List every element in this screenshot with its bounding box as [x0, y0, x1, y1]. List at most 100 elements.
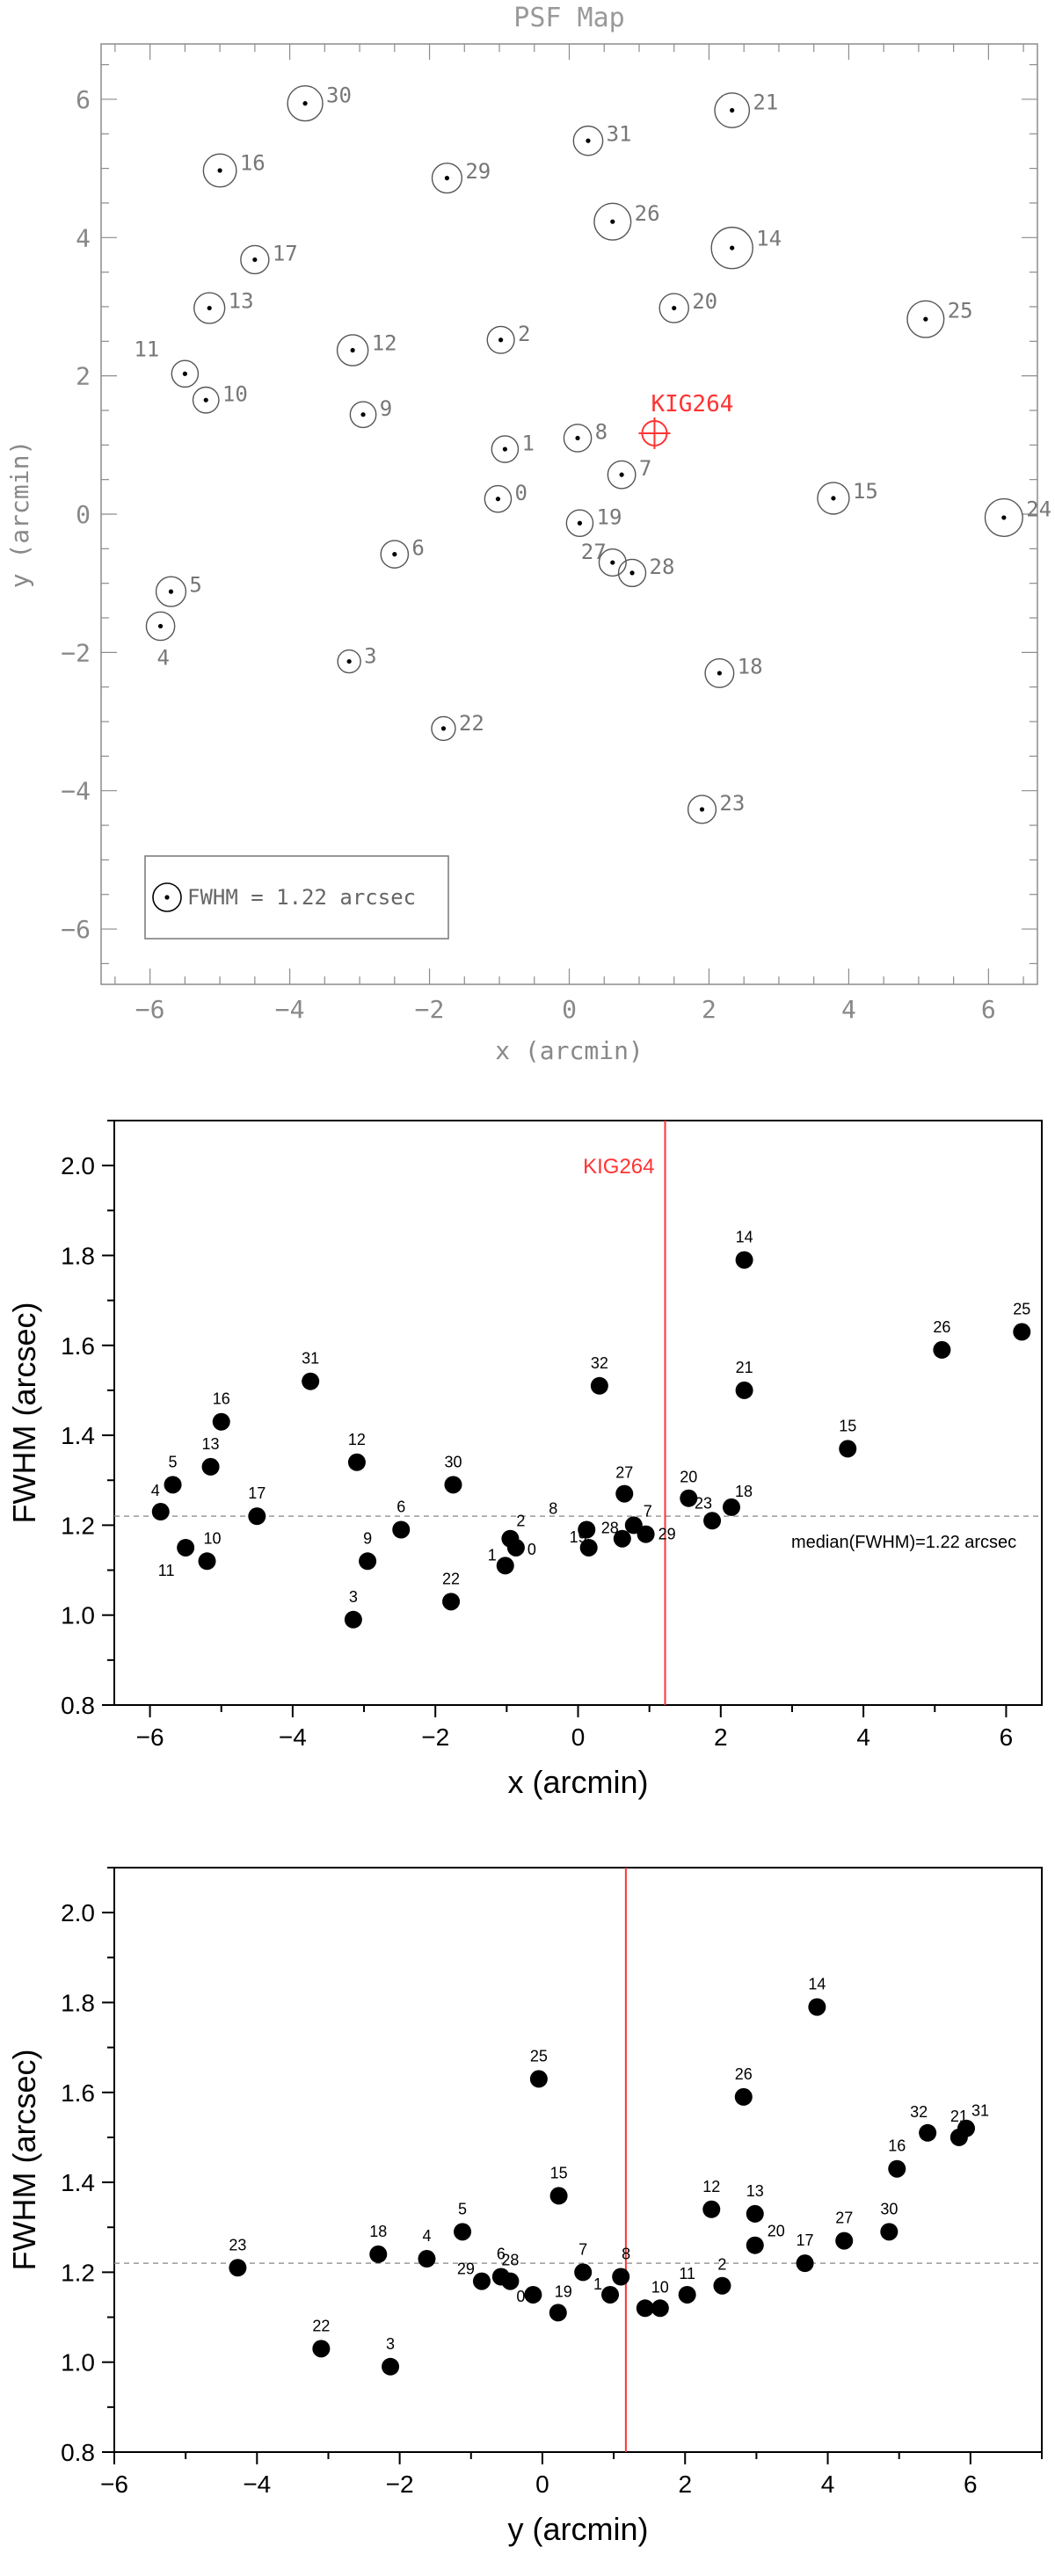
y-tick-label: 1.8 [61, 1242, 95, 1269]
data-point [501, 2272, 520, 2290]
data-point [444, 1476, 462, 1494]
psf-star-label: 15 [853, 479, 878, 504]
fwhm-vs-y-panel: −6 −4 −2 0 2 4 6 0.8 1.0 1.2 1.4 1.6 1.8 2.0 y (arcmin… [0, 1828, 1055, 2576]
psf-star-label: 5 [189, 573, 201, 598]
data-point [418, 2250, 436, 2268]
x-tick-label: 6 [964, 2471, 978, 2498]
point-label: 26 [735, 2065, 753, 2083]
psf-ellipse [598, 548, 627, 577]
psf-ellipse [817, 482, 850, 515]
y-tick-label: −6 [61, 915, 91, 944]
psf-center-dot [495, 497, 501, 502]
psf-star-label: 25 [948, 299, 973, 323]
psf-ellipse [491, 435, 520, 463]
psf-ellipse [380, 540, 410, 569]
x-tick-label: −6 [136, 1723, 164, 1751]
point-label: 5 [458, 2200, 467, 2217]
psf-ellipse [287, 85, 324, 122]
median-label: median(FWHM)=1.22 arcsec [791, 1533, 1016, 1552]
psf-center-dot [831, 496, 836, 501]
y-tick-label: 0.8 [61, 1692, 95, 1719]
point-label: 12 [702, 2178, 720, 2195]
psf-star-label: 3 [364, 644, 376, 669]
data-point [382, 2357, 400, 2376]
point-label: 1 [488, 1546, 497, 1564]
psf-star-label: 22 [459, 711, 484, 736]
psf-star-label: 17 [273, 241, 298, 265]
data-point [590, 1376, 608, 1395]
psf-ellipse [658, 293, 689, 323]
psf-ellipse [337, 649, 361, 674]
psf-center-dot [360, 412, 366, 417]
x-tick-label: −6 [135, 995, 165, 1024]
data-point [796, 2254, 814, 2273]
psf-ellipse [906, 300, 945, 338]
psf-ellipse [984, 497, 1023, 538]
data-point [201, 1457, 220, 1476]
point-label: 12 [348, 1431, 366, 1448]
point-label: 3 [349, 1588, 358, 1606]
psf-center-dot [629, 570, 635, 576]
y-axis-label: y (arcmin) [5, 440, 34, 589]
psf-center-dot [717, 671, 722, 676]
psf-ellipse [240, 244, 270, 275]
data-point [212, 1412, 230, 1431]
x-tick-label: −6 [100, 2471, 128, 2498]
data-point [651, 2299, 669, 2318]
psf-center-dot [217, 168, 222, 173]
y-tick-label: −2 [61, 638, 91, 667]
data-point [613, 1529, 631, 1548]
psf-star-label: 29 [465, 159, 491, 184]
point-label: 29 [457, 2260, 475, 2278]
psf-center-dot [440, 726, 447, 731]
psf-center-dot [575, 435, 580, 441]
y-tick-label: 1.4 [61, 1422, 95, 1449]
psf-center-dot [730, 107, 735, 113]
data-point [734, 2087, 753, 2106]
psf-star-label: 0 [515, 481, 528, 505]
point-label: 26 [933, 1318, 950, 1336]
psf-center-dot [350, 347, 355, 353]
data-point [524, 2285, 542, 2304]
x-tick-label: 2 [714, 1723, 728, 1751]
psf-center-dot [577, 520, 583, 526]
y-tick-label: 2.0 [61, 1899, 95, 1927]
point-label: 25 [1013, 1300, 1030, 1317]
data-point [919, 2123, 937, 2142]
psf-center-dot [207, 305, 212, 311]
y-tick-label: 6 [76, 85, 91, 114]
point-label: 20 [768, 2223, 785, 2240]
data-point [735, 1251, 753, 1269]
psf-center-dot [252, 257, 258, 263]
point-label: 14 [736, 1229, 753, 1246]
point-label: 30 [444, 1453, 462, 1470]
point-label: 16 [213, 1390, 230, 1408]
point-label: 15 [550, 2164, 568, 2181]
point-label: 13 [202, 1435, 220, 1453]
data-point [501, 1529, 520, 1548]
psf-ellipse [565, 509, 594, 538]
point-label: 6 [397, 1498, 405, 1516]
point-label: 29 [658, 1526, 676, 1543]
psf-star-label: 21 [753, 91, 778, 115]
point-label: 27 [835, 2210, 853, 2227]
point-label: 17 [248, 1484, 266, 1502]
point-label: 15 [839, 1417, 856, 1434]
data-point [888, 2159, 906, 2178]
psf-star-label: 10 [222, 382, 248, 407]
data-point [248, 1507, 266, 1526]
fwhm-vs-x-chart: −6 −4 −2 0 2 4 60.81.01.21.41.61.82.0x (arcmin… [6, 1120, 1043, 1800]
data-point [549, 2304, 567, 2322]
point-label: 18 [735, 1483, 753, 1500]
point-label: 16 [888, 2137, 906, 2155]
psf-center-dot [1001, 515, 1007, 520]
psf-star-label: 16 [240, 151, 266, 176]
data-point [835, 2231, 854, 2250]
point-label: 2 [717, 2256, 726, 2274]
x-tick-label: 0 [535, 2471, 549, 2498]
psf-center-dot [699, 807, 705, 812]
data-point [680, 1489, 698, 1507]
point-label: 32 [591, 1354, 608, 1372]
psf-ellipse [563, 424, 593, 453]
data-point [442, 1593, 461, 1611]
